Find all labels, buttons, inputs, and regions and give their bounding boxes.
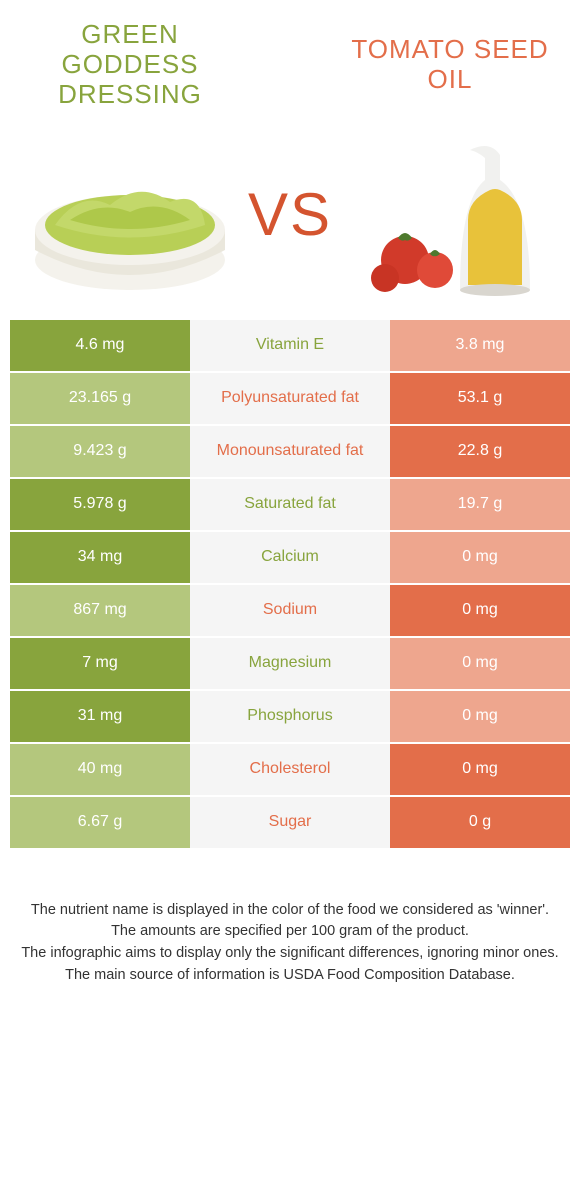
right-value: 3.8 mg bbox=[390, 320, 570, 371]
footer-line: The amounts are specified per 100 gram o… bbox=[20, 921, 560, 943]
right-value: 0 mg bbox=[390, 638, 570, 689]
nutrient-row: 867 mgSodium0 mg bbox=[10, 585, 570, 638]
nutrient-row: 34 mgCalcium0 mg bbox=[10, 532, 570, 585]
right-value: 0 mg bbox=[390, 691, 570, 742]
right-value: 0 mg bbox=[390, 744, 570, 795]
left-value: 9.423 g bbox=[10, 426, 190, 477]
dressing-bowl-icon bbox=[30, 130, 230, 300]
nutrient-name: Sodium bbox=[190, 585, 390, 636]
left-value: 7 mg bbox=[10, 638, 190, 689]
nutrient-row: 5.978 gSaturated fat19.7 g bbox=[10, 479, 570, 532]
nutrient-row: 31 mgPhosphorus0 mg bbox=[10, 691, 570, 744]
nutrient-row: 40 mgCholesterol0 mg bbox=[10, 744, 570, 797]
nutrient-name: Monounsaturated fat bbox=[190, 426, 390, 477]
nutrient-comparison-table: 4.6 mgVitamin E3.8 mg23.165 gPolyunsatur… bbox=[10, 320, 570, 850]
left-value: 31 mg bbox=[10, 691, 190, 742]
right-value: 0 mg bbox=[390, 585, 570, 636]
footer-line: The infographic aims to display only the… bbox=[20, 943, 560, 965]
nutrient-name: Phosphorus bbox=[190, 691, 390, 742]
right-value: 0 mg bbox=[390, 532, 570, 583]
nutrient-name: Vitamin E bbox=[190, 320, 390, 371]
left-value: 4.6 mg bbox=[10, 320, 190, 371]
nutrient-row: 4.6 mgVitamin E3.8 mg bbox=[10, 320, 570, 373]
right-food-title: TOMATO SEED OIL bbox=[350, 35, 550, 95]
right-value: 0 g bbox=[390, 797, 570, 848]
comparison-header: GREEN GODDESS DRESSING TOMATO SEED OIL bbox=[10, 20, 570, 120]
nutrient-name: Polyunsaturated fat bbox=[190, 373, 390, 424]
left-value: 34 mg bbox=[10, 532, 190, 583]
vs-label: VS bbox=[248, 180, 332, 249]
footer-line: The main source of information is USDA F… bbox=[20, 965, 560, 987]
nutrient-name: Cholesterol bbox=[190, 744, 390, 795]
left-value: 867 mg bbox=[10, 585, 190, 636]
left-value: 5.978 g bbox=[10, 479, 190, 530]
right-food-image bbox=[350, 130, 550, 300]
nutrient-row: 6.67 gSugar0 g bbox=[10, 797, 570, 850]
nutrient-name: Saturated fat bbox=[190, 479, 390, 530]
nutrient-row: 23.165 gPolyunsaturated fat53.1 g bbox=[10, 373, 570, 426]
footer-notes: The nutrient name is displayed in the co… bbox=[20, 900, 560, 987]
left-value: 40 mg bbox=[10, 744, 190, 795]
left-food-title: GREEN GODDESS DRESSING bbox=[30, 20, 230, 110]
comparison-images: VS bbox=[10, 120, 570, 320]
left-food-image bbox=[30, 130, 230, 300]
right-value: 19.7 g bbox=[390, 479, 570, 530]
tomato-oil-icon bbox=[350, 130, 550, 300]
nutrient-name: Calcium bbox=[190, 532, 390, 583]
right-value: 53.1 g bbox=[390, 373, 570, 424]
nutrient-name: Sugar bbox=[190, 797, 390, 848]
left-value: 23.165 g bbox=[10, 373, 190, 424]
footer-line: The nutrient name is displayed in the co… bbox=[20, 900, 560, 922]
left-value: 6.67 g bbox=[10, 797, 190, 848]
right-value: 22.8 g bbox=[390, 426, 570, 477]
nutrient-name: Magnesium bbox=[190, 638, 390, 689]
nutrient-row: 7 mgMagnesium0 mg bbox=[10, 638, 570, 691]
nutrient-row: 9.423 gMonounsaturated fat22.8 g bbox=[10, 426, 570, 479]
